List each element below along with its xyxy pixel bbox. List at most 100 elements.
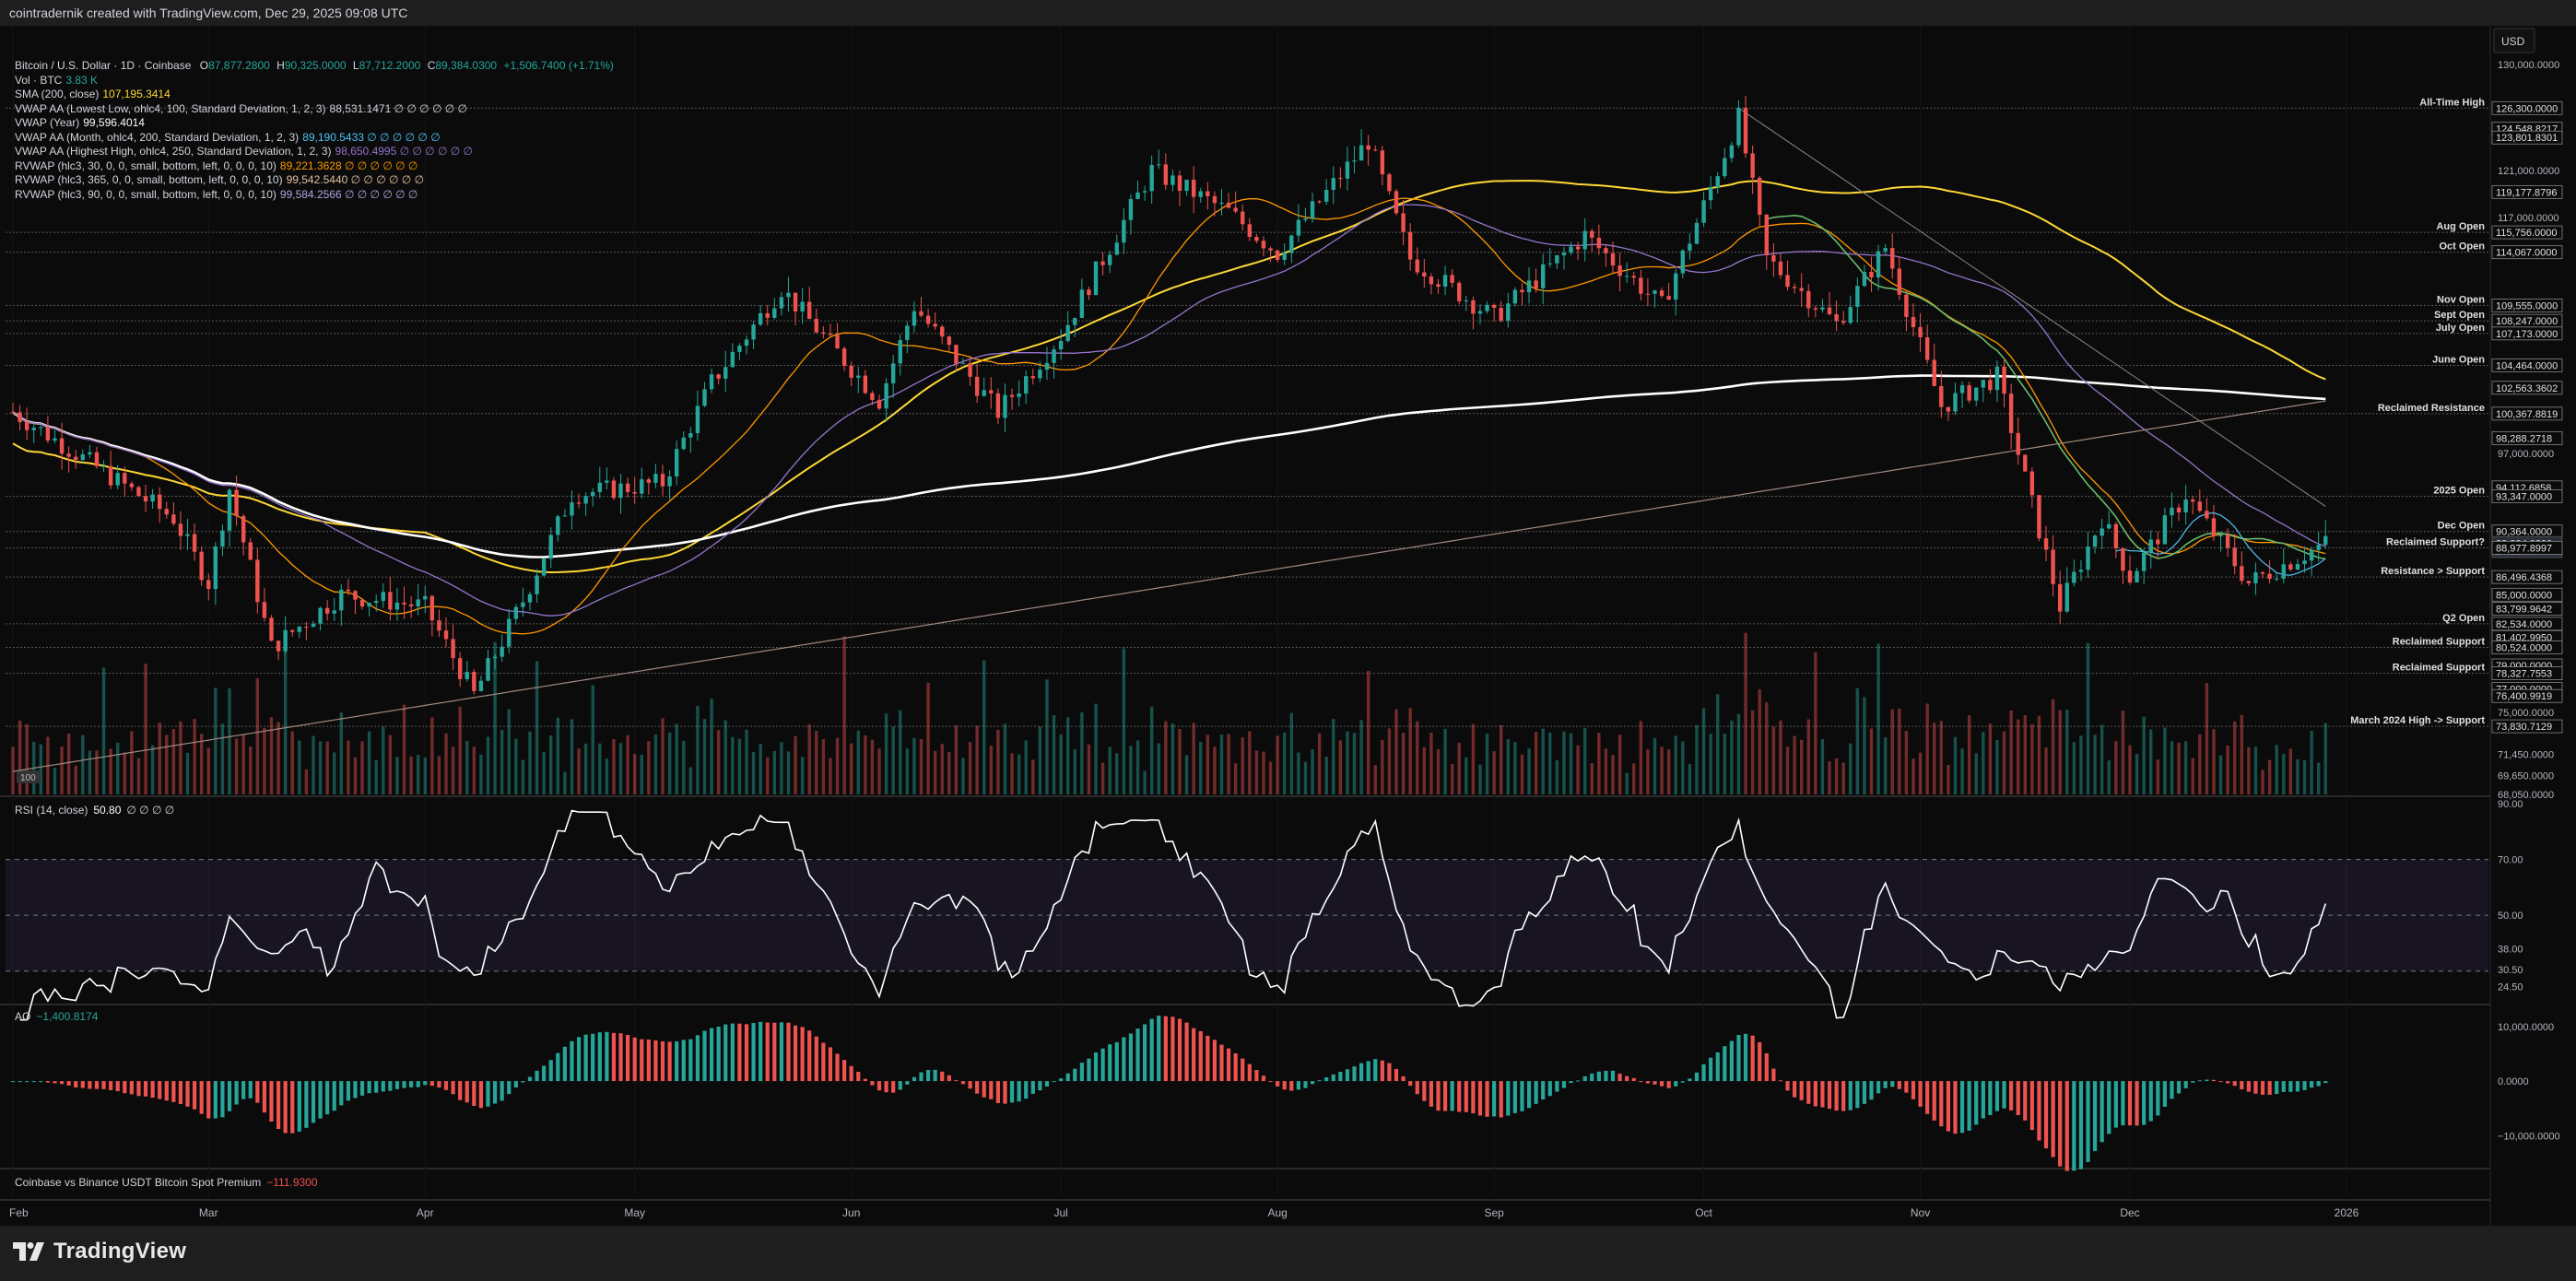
candle[interactable] [1157,149,1161,170]
candle[interactable] [269,615,274,641]
candle[interactable] [2246,581,2252,586]
candle[interactable] [1366,135,1370,166]
candle[interactable] [1827,291,1832,316]
candle[interactable] [2002,358,2006,408]
candle[interactable] [618,474,623,514]
candle[interactable] [576,493,582,509]
rsi-legend[interactable]: RSI (14, close) 50.80 ∅ ∅ ∅ ∅ [15,804,174,817]
candle[interactable] [933,311,937,331]
candle[interactable] [1345,147,1350,191]
candle[interactable] [772,298,777,320]
candle[interactable] [408,595,414,618]
candle[interactable] [108,451,113,489]
candle[interactable] [1087,286,1091,300]
candle[interactable] [625,477,630,498]
candle[interactable] [1491,303,1497,322]
tradingview-logo[interactable]: TradingView [13,1239,186,1264]
candle[interactable] [388,577,393,621]
candle[interactable] [1569,241,1573,255]
candle[interactable] [1450,269,1454,288]
candle[interactable] [1401,199,1406,246]
candle[interactable] [1659,287,1664,299]
candle[interactable] [995,388,1001,425]
candle[interactable] [1694,217,1700,245]
rsi-pane[interactable]: 90.00 70.00 50.00 38.00 30.50 24.50 [6,799,2523,1021]
candle[interactable] [53,429,57,444]
candle[interactable] [472,668,476,695]
candle[interactable] [1009,388,1015,410]
candle[interactable] [332,597,336,621]
candle[interactable] [255,547,260,614]
candle[interactable] [527,591,533,611]
candle[interactable] [1959,381,1965,408]
candle[interactable] [1024,370,1029,405]
candle[interactable] [423,585,428,614]
candle[interactable] [779,291,784,316]
candle[interactable] [324,600,330,621]
candle[interactable] [1030,369,1036,385]
candle[interactable] [960,358,966,365]
candle[interactable] [1044,347,1050,381]
candle[interactable] [1457,280,1462,305]
candle[interactable] [1017,380,1021,406]
candle[interactable] [1436,278,1441,294]
candle[interactable] [1610,241,1616,275]
candle[interactable] [1596,224,1602,255]
candle[interactable] [1520,283,1524,306]
candle[interactable] [982,377,986,397]
candle[interactable] [1526,267,1532,304]
candle[interactable] [1967,382,1971,404]
candle[interactable] [1946,406,1951,421]
candle[interactable] [1317,200,1322,205]
candle[interactable] [947,335,952,352]
candle[interactable] [451,624,455,671]
candle[interactable] [828,323,833,337]
candle[interactable] [206,573,211,601]
candle[interactable] [716,373,721,385]
candle[interactable] [597,466,602,499]
ao-legend[interactable]: AO −1,400.8174 [15,1010,98,1023]
candle[interactable] [1953,382,1958,415]
candle[interactable] [304,621,309,640]
candle[interactable] [2211,505,2217,541]
candle[interactable] [262,587,267,622]
candle[interactable] [1471,296,1476,330]
candle[interactable] [1820,299,1825,313]
candle[interactable] [297,625,302,639]
candle[interactable] [1974,387,1979,406]
candle[interactable] [1512,287,1518,307]
candle[interactable] [394,587,400,621]
candle[interactable] [737,343,742,360]
candle[interactable] [2197,489,2203,513]
candle[interactable] [80,449,86,464]
candle[interactable] [695,390,700,441]
candle[interactable] [1708,176,1713,210]
candle[interactable] [709,369,714,394]
candle[interactable] [2107,511,2111,530]
candle[interactable] [2316,532,2321,562]
candle[interactable] [2281,547,2286,583]
candle[interactable] [2176,503,2182,522]
candle[interactable] [1241,204,1245,231]
candle[interactable] [507,608,512,653]
candle[interactable] [311,620,316,628]
candle[interactable] [1394,188,1399,216]
candle[interactable] [1407,223,1413,271]
candle[interactable] [339,583,344,627]
candle[interactable] [870,390,875,405]
candle[interactable] [185,518,190,550]
candle[interactable] [2260,570,2265,579]
candle[interactable] [1764,213,1769,270]
candle[interactable] [688,427,693,453]
candle[interactable] [1876,244,1881,291]
candle[interactable] [213,542,218,605]
candle[interactable] [751,321,756,349]
candle[interactable] [359,598,365,610]
candle[interactable] [702,382,707,407]
candle[interactable] [115,464,120,489]
candle[interactable] [793,292,798,325]
candle[interactable] [535,569,539,603]
candle[interactable] [1904,289,1909,332]
candle[interactable] [925,309,931,328]
candle[interactable] [1073,317,1077,338]
